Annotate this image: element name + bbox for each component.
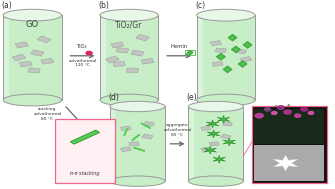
Ellipse shape <box>197 9 255 21</box>
FancyBboxPatch shape <box>254 145 324 181</box>
Polygon shape <box>243 41 252 48</box>
Text: π-π stacking: π-π stacking <box>70 171 100 176</box>
Circle shape <box>294 114 300 117</box>
Ellipse shape <box>100 9 158 21</box>
Ellipse shape <box>188 101 244 112</box>
Circle shape <box>86 51 92 55</box>
Polygon shape <box>19 61 32 67</box>
Polygon shape <box>110 106 165 181</box>
Ellipse shape <box>188 176 244 186</box>
Text: stacking
solvothermal
80 °C: stacking solvothermal 80 °C <box>33 107 62 121</box>
Polygon shape <box>127 68 138 73</box>
Ellipse shape <box>3 94 62 106</box>
Polygon shape <box>37 36 51 43</box>
Ellipse shape <box>3 9 62 21</box>
Polygon shape <box>28 68 40 73</box>
Polygon shape <box>4 18 9 97</box>
Polygon shape <box>197 15 255 100</box>
Polygon shape <box>15 42 28 48</box>
Polygon shape <box>198 18 203 97</box>
Text: solvothermal
120 °C: solvothermal 120 °C <box>68 59 96 67</box>
Circle shape <box>272 112 277 114</box>
Ellipse shape <box>197 94 255 106</box>
Circle shape <box>308 112 314 114</box>
Polygon shape <box>120 147 131 152</box>
Polygon shape <box>206 120 219 128</box>
Polygon shape <box>101 18 106 97</box>
Circle shape <box>255 114 263 118</box>
Polygon shape <box>116 48 129 53</box>
Text: (c): (c) <box>195 1 205 10</box>
Text: (b): (b) <box>98 1 109 10</box>
Polygon shape <box>188 106 244 181</box>
Polygon shape <box>70 130 99 144</box>
Polygon shape <box>129 142 139 146</box>
Polygon shape <box>121 126 131 131</box>
FancyBboxPatch shape <box>55 119 115 183</box>
Polygon shape <box>223 122 232 126</box>
Polygon shape <box>235 49 247 54</box>
Text: TiO₂: TiO₂ <box>77 44 88 50</box>
Text: GO: GO <box>26 20 39 29</box>
Polygon shape <box>204 146 216 154</box>
Polygon shape <box>131 50 144 56</box>
Polygon shape <box>136 34 149 41</box>
Polygon shape <box>41 58 54 64</box>
Circle shape <box>278 106 284 109</box>
Polygon shape <box>144 122 154 126</box>
Polygon shape <box>3 15 62 100</box>
Text: (e): (e) <box>187 93 197 102</box>
Polygon shape <box>231 46 241 53</box>
Polygon shape <box>12 54 26 61</box>
Circle shape <box>265 108 271 111</box>
Circle shape <box>284 110 291 114</box>
Polygon shape <box>238 60 247 67</box>
Polygon shape <box>190 109 194 179</box>
Polygon shape <box>113 61 125 67</box>
Polygon shape <box>106 56 119 63</box>
Ellipse shape <box>100 94 158 106</box>
Ellipse shape <box>110 176 165 186</box>
Polygon shape <box>215 48 226 53</box>
Ellipse shape <box>110 101 165 112</box>
Polygon shape <box>223 138 236 146</box>
Polygon shape <box>201 147 211 152</box>
Circle shape <box>301 108 308 111</box>
Text: TiO₂/Gr: TiO₂/Gr <box>116 20 143 29</box>
Polygon shape <box>30 50 44 56</box>
Polygon shape <box>142 134 153 139</box>
Polygon shape <box>111 42 124 48</box>
Polygon shape <box>221 134 231 139</box>
Polygon shape <box>213 155 225 163</box>
Polygon shape <box>141 58 154 64</box>
Polygon shape <box>187 50 193 55</box>
Polygon shape <box>212 62 223 66</box>
Polygon shape <box>228 34 237 41</box>
Polygon shape <box>217 115 230 123</box>
Polygon shape <box>111 109 116 179</box>
Polygon shape <box>216 53 225 60</box>
Polygon shape <box>209 142 219 146</box>
Text: aggregate
solvothermal
80 °C: aggregate solvothermal 80 °C <box>163 123 192 137</box>
Polygon shape <box>100 15 158 100</box>
FancyBboxPatch shape <box>252 106 327 183</box>
Polygon shape <box>240 57 252 62</box>
Polygon shape <box>273 155 298 171</box>
Polygon shape <box>201 126 211 131</box>
Text: (a): (a) <box>2 1 12 10</box>
Text: (d): (d) <box>108 93 119 102</box>
Polygon shape <box>207 130 220 138</box>
Text: Hemin: Hemin <box>171 44 188 50</box>
Polygon shape <box>210 41 222 46</box>
Polygon shape <box>223 66 232 73</box>
FancyBboxPatch shape <box>254 109 324 144</box>
